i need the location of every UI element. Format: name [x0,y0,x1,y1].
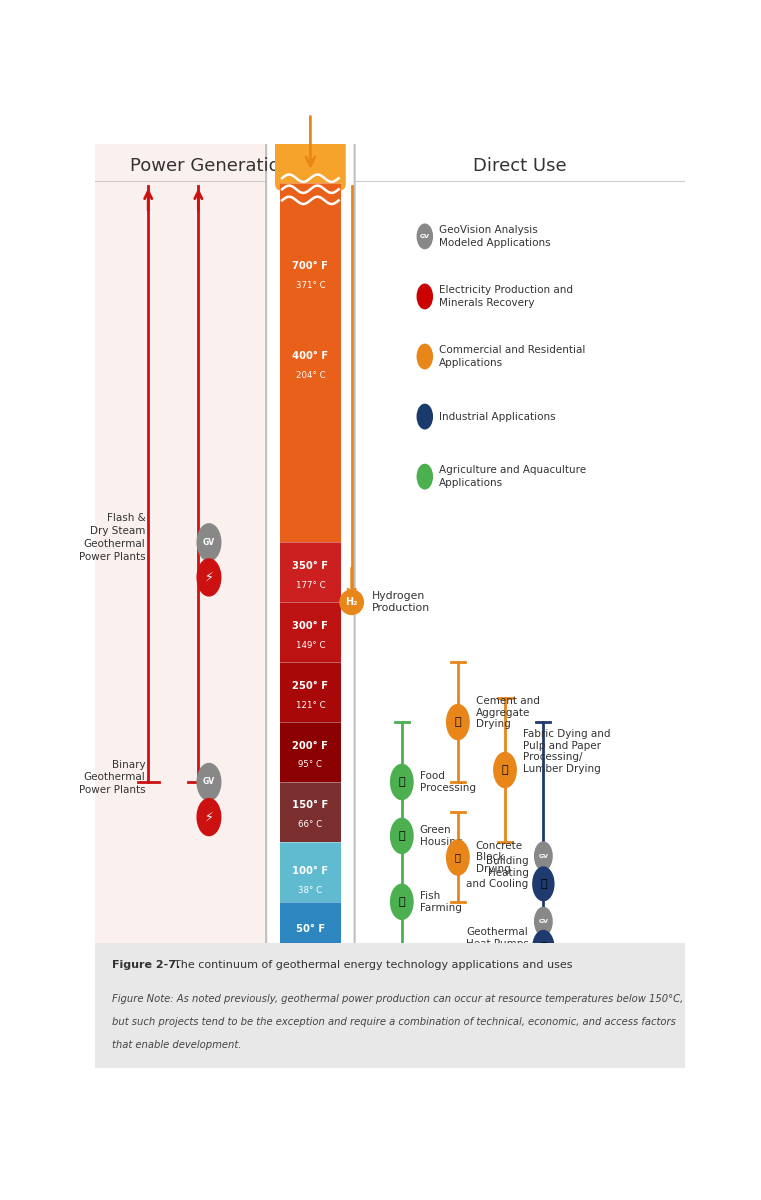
Text: Building
Heating
and Cooling: Building Heating and Cooling [466,856,529,889]
Bar [280,542,341,602]
Text: Cement and
Aggregate
Drying: Cement and Aggregate Drying [476,696,540,730]
Text: 149° C: 149° C [295,641,325,649]
Text: 400° F: 400° F [292,352,329,361]
Circle shape [390,764,413,799]
FancyBboxPatch shape [355,144,685,943]
Text: Direct Use: Direct Use [473,157,567,175]
Text: 95° C: 95° C [298,761,323,769]
Text: 100° F: 100° F [292,866,329,876]
Text: 204° C: 204° C [295,371,325,380]
Circle shape [416,223,433,250]
Text: 371° C: 371° C [295,281,325,290]
Text: 🐟: 🐟 [399,896,405,907]
Circle shape [197,524,221,560]
Circle shape [447,704,469,739]
Bar [280,722,341,782]
FancyBboxPatch shape [266,101,355,997]
Text: Concrete
Block
Drying: Concrete Block Drying [476,841,523,874]
Circle shape [416,403,433,430]
Text: GV: GV [538,853,549,859]
Text: H₂: H₂ [345,598,358,607]
Text: 38° C: 38° C [298,887,323,895]
Text: 🧴: 🧴 [501,766,508,775]
Circle shape [390,884,413,919]
Circle shape [197,559,221,596]
FancyBboxPatch shape [275,115,345,190]
FancyBboxPatch shape [95,144,355,943]
Circle shape [197,763,221,800]
Text: 10° C: 10° C [298,944,323,953]
Circle shape [534,907,552,936]
Text: 200° F: 200° F [292,740,328,750]
Text: 🏢: 🏢 [540,878,546,889]
Text: GV: GV [538,919,549,924]
Text: Electricity Production and
Minerals Recovery: Electricity Production and Minerals Reco… [439,286,573,307]
Bar [280,842,341,902]
Bar [280,902,341,985]
Circle shape [390,818,413,853]
Text: but such projects tend to be the exception and require a combination of technica: but such projects tend to be the excepti… [112,1018,676,1027]
Text: Green
Housing: Green Housing [419,826,462,847]
Text: 300° F: 300° F [292,620,328,631]
Text: GeoVision Analysis
Modeled Applications: GeoVision Analysis Modeled Applications [439,226,551,247]
Circle shape [276,931,345,1038]
Text: Figure 2-7.: Figure 2-7. [112,960,180,970]
Text: 🧱: 🧱 [455,852,460,863]
Bar [280,782,341,842]
Bar [280,662,341,722]
Bar [280,602,341,662]
Text: 66° C: 66° C [298,821,323,829]
Text: Power Generation: Power Generation [129,157,291,175]
Circle shape [447,840,469,875]
Text: that enable development.: that enable development. [112,1040,241,1050]
Circle shape [416,283,433,310]
Text: GV: GV [203,778,215,786]
Text: 150° F: 150° F [292,800,329,810]
Circle shape [416,343,433,370]
Text: GV: GV [420,234,430,239]
Ellipse shape [339,589,364,616]
Text: 121° C: 121° C [295,701,325,709]
Text: 🏢: 🏢 [540,942,546,953]
Text: 50° F: 50° F [296,924,325,934]
Text: GV: GV [203,538,215,547]
Circle shape [197,799,221,835]
Circle shape [494,752,516,787]
Text: Binary
Geothermal
Power Plants: Binary Geothermal Power Plants [78,760,145,796]
Text: 177° C: 177° C [295,581,325,589]
Text: The continuum of geothermal energy technology applications and uses: The continuum of geothermal energy techn… [174,960,572,970]
Text: 🌱: 🌱 [399,830,405,841]
Text: Industrial Applications: Industrial Applications [439,412,556,421]
Text: ⚡: ⚡ [205,571,213,584]
Text: Fabric Dying and
Pulp and Paper
Processing/
Lumber Drying: Fabric Dying and Pulp and Paper Processi… [523,730,610,774]
Text: Food
Processing: Food Processing [419,772,476,793]
Circle shape [532,866,555,901]
Text: ⚡: ⚡ [205,810,213,823]
Text: Fish
Farming: Fish Farming [419,892,461,913]
Text: Commercial and Residential
Applications: Commercial and Residential Applications [439,346,585,367]
Circle shape [532,930,555,965]
Bar [280,182,341,542]
Circle shape [416,463,433,490]
Circle shape [534,841,552,871]
Text: Hydrogen
Production: Hydrogen Production [372,592,431,613]
Text: 250° F: 250° F [292,680,329,691]
FancyBboxPatch shape [95,943,685,1068]
Text: Geothermal
Heat Pumps: Geothermal Heat Pumps [466,928,529,949]
Text: Agriculture and Aquaculture
Applications: Agriculture and Aquaculture Applications [439,466,586,488]
Text: Flash &
Dry Steam
Geothermal
Power Plants: Flash & Dry Steam Geothermal Power Plant… [78,514,145,562]
Text: Figure Note: As noted previously, geothermal power production can occur at resou: Figure Note: As noted previously, geothe… [112,994,683,1004]
Text: 🏺: 🏺 [454,718,461,727]
Circle shape [272,924,349,1046]
Text: 700° F: 700° F [292,262,328,271]
Text: 350° F: 350° F [292,560,329,571]
Text: 🌽: 🌽 [399,776,405,787]
